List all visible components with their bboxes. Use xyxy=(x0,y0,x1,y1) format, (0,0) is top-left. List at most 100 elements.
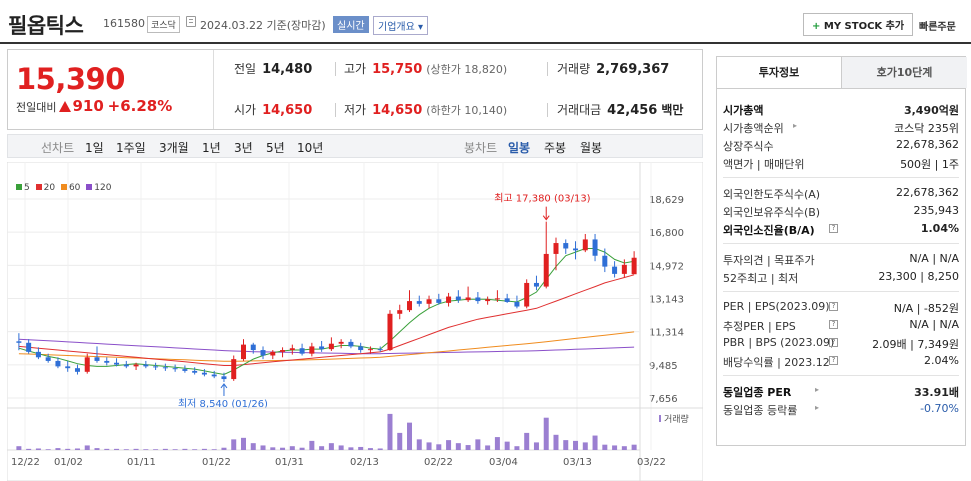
volume-bar xyxy=(504,441,510,450)
candle-body xyxy=(55,360,61,367)
help-icon[interactable]: ? xyxy=(829,224,838,233)
tab-3y[interactable]: 3년 xyxy=(234,141,253,155)
info-row-label: 외국인한도주식수(A) xyxy=(723,188,821,201)
candle-body xyxy=(182,369,188,371)
x-tick-label: 02/13 xyxy=(350,457,379,468)
tab-3m[interactable]: 3개월 xyxy=(159,141,189,155)
chevron-right-icon[interactable]: ▸ xyxy=(815,403,820,412)
info-row-label: PBR | BPS (2023.09) xyxy=(723,336,835,349)
section-divider xyxy=(723,375,959,376)
price-chart[interactable]: 5 20 60 120 18,629 16,800 14,972 13,143 11,3… xyxy=(6,161,704,481)
info-row-value: -0.70% xyxy=(920,402,959,415)
help-icon[interactable]: ? xyxy=(829,338,838,347)
quote-date: 2024.03.22 기준(장마감) xyxy=(200,19,326,32)
volume-bar xyxy=(211,449,217,450)
candle-body xyxy=(153,366,159,368)
tab-1d[interactable]: 1일 xyxy=(85,141,104,155)
volume-bar xyxy=(426,442,432,450)
volume-bar xyxy=(621,446,627,450)
market-badge: 코스닥 xyxy=(147,16,180,33)
prev-close-value: 14,480 xyxy=(262,62,313,77)
info-row-value: 2.09배 | 7,349원 xyxy=(872,338,959,351)
volume-bar xyxy=(309,440,315,450)
current-price: 15,390 xyxy=(16,62,125,96)
volume-bar xyxy=(94,448,100,450)
volume-bar xyxy=(524,432,530,450)
tab-candle-chart[interactable]: 봉차트 xyxy=(464,141,498,155)
low-annotation: 최저 8,540 (01/26) xyxy=(178,398,268,410)
y-tick-label: 16,800 xyxy=(649,228,684,239)
tab-investment-info[interactable]: 투자정보 xyxy=(717,57,842,88)
amount-unit: 백만 xyxy=(661,103,684,117)
chevron-right-icon[interactable]: ▸ xyxy=(793,121,798,130)
tab-weekly[interactable]: 주봉 xyxy=(544,141,567,155)
change-percent: +6.28% xyxy=(107,97,173,115)
info-row-label: 52주최고 | 최저 xyxy=(723,272,799,285)
volume-bar xyxy=(416,439,422,450)
ma5-swatch xyxy=(16,184,22,190)
candle-body xyxy=(602,255,608,267)
volume-bar xyxy=(319,446,325,450)
tab-daily[interactable]: 일봉 xyxy=(508,141,531,155)
volume-bar xyxy=(26,448,32,450)
stock-header: 필옵틱스 161580 코스닥 2024.03.22 기준(장마감) 실시간 기… xyxy=(0,0,971,44)
section-divider xyxy=(723,243,959,244)
chart-frame xyxy=(6,161,704,481)
candle-body xyxy=(211,374,217,377)
candle-body xyxy=(553,243,559,254)
candle-body xyxy=(26,342,32,352)
volume-bar xyxy=(104,448,110,450)
tab-5y[interactable]: 5년 xyxy=(266,141,285,155)
candle-body xyxy=(328,343,334,350)
volume-bar xyxy=(465,445,471,450)
ma60-line xyxy=(18,331,635,362)
tab-line-chart[interactable]: 선차트 xyxy=(41,141,75,155)
help-icon[interactable]: ? xyxy=(829,356,838,365)
add-my-stock-button[interactable]: + MY STOCK 추가 xyxy=(803,13,914,36)
candle-body xyxy=(319,346,325,350)
volume-bar xyxy=(553,434,559,450)
info-row-label: 동일업종 등락률 xyxy=(723,404,798,417)
volume-bar xyxy=(162,448,168,450)
help-icon[interactable]: ? xyxy=(829,320,838,329)
prev-close: 전일 14,480 xyxy=(234,60,312,77)
candle-body xyxy=(416,301,422,304)
y-tick-label: 13,143 xyxy=(649,295,684,306)
volume-bar xyxy=(84,445,90,450)
tab-orderbook[interactable]: 호가10단계 xyxy=(842,57,967,88)
volume-bar xyxy=(240,437,246,450)
quick-order-button[interactable]: 빠른주문 xyxy=(919,22,956,33)
tab-1w[interactable]: 1주일 xyxy=(116,141,146,155)
info-row-label: 액면가 | 매매단위 xyxy=(723,158,805,171)
trade-amount: 거래대금 42,456 백만 xyxy=(557,101,683,118)
tab-10y[interactable]: 10년 xyxy=(297,141,324,155)
chevron-right-icon[interactable]: ▸ xyxy=(815,385,820,394)
candle-body xyxy=(387,313,393,351)
realtime-button[interactable]: 실시간 xyxy=(333,16,369,33)
company-overview-dropdown[interactable]: 기업개요 ▾ xyxy=(373,16,428,35)
candle-body xyxy=(309,346,315,354)
volume-bar xyxy=(45,449,51,450)
info-row-label: 추정PER | EPS xyxy=(723,320,796,333)
volume-bar xyxy=(289,446,295,450)
info-row-label: 동일업종 PER xyxy=(723,386,792,399)
ma120-line xyxy=(18,338,635,355)
calendar-icon xyxy=(186,16,196,27)
y-tick-label: 7,656 xyxy=(649,394,678,405)
tab-1y[interactable]: 1년 xyxy=(202,141,221,155)
volume-bar xyxy=(514,446,520,450)
candle-body xyxy=(465,297,471,301)
low-value: 14,650 xyxy=(372,103,423,118)
volume-bar xyxy=(563,440,569,450)
volume-bar xyxy=(114,448,120,450)
ma20-swatch xyxy=(35,184,42,190)
candle-body xyxy=(358,346,364,351)
volume-bar xyxy=(446,440,452,450)
volume-bar xyxy=(367,448,373,450)
help-icon[interactable]: ? xyxy=(829,302,838,311)
volume-bar xyxy=(250,443,256,450)
info-row: 액면가 | 매매단위 500원 | 1주 xyxy=(723,155,959,172)
ma5-label: 5 xyxy=(24,183,30,193)
info-row: 시가총액 3,490억원 xyxy=(723,101,959,118)
tab-monthly[interactable]: 월봉 xyxy=(580,141,603,155)
